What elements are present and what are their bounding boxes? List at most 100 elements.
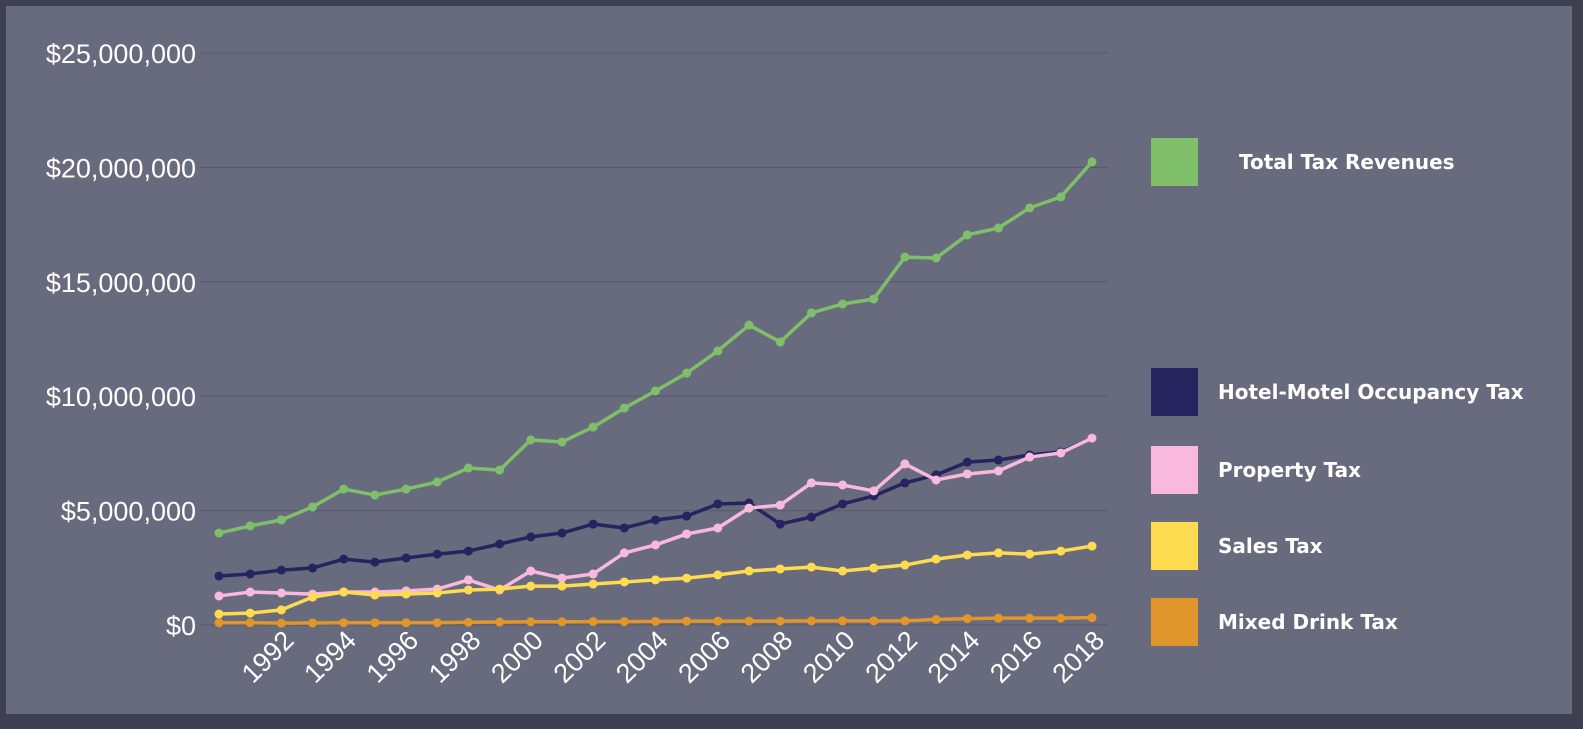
data-point <box>339 484 349 494</box>
data-point <box>713 523 723 533</box>
data-point <box>463 546 473 556</box>
data-point <box>526 566 536 576</box>
data-point <box>900 560 910 570</box>
data-point <box>245 569 255 579</box>
data-point <box>806 616 816 626</box>
data-point <box>900 616 910 626</box>
data-point <box>682 616 692 626</box>
data-point <box>806 562 816 572</box>
data-point <box>214 571 224 581</box>
data-point <box>619 403 629 413</box>
data-point <box>588 617 598 627</box>
data-point <box>931 475 941 485</box>
y-tick-label: $15,000,000 <box>46 268 196 298</box>
data-point <box>682 511 692 521</box>
data-point <box>526 581 536 591</box>
data-point <box>339 587 349 597</box>
data-point <box>588 569 598 579</box>
data-point <box>1056 546 1066 556</box>
data-point <box>744 566 754 576</box>
legend-label: Hotel-Motel Occupancy Tax <box>1218 380 1524 404</box>
data-point <box>308 618 318 628</box>
data-point <box>495 539 505 549</box>
data-point <box>619 617 629 627</box>
data-point <box>526 617 536 627</box>
data-point <box>1025 452 1035 462</box>
data-point <box>775 519 785 529</box>
data-point <box>775 564 785 574</box>
data-point <box>401 618 411 628</box>
data-point <box>744 503 754 513</box>
data-point <box>744 320 754 330</box>
data-point <box>339 618 349 628</box>
legend-swatch <box>1151 598 1198 646</box>
data-point <box>619 577 629 587</box>
legend-swatch <box>1151 522 1198 570</box>
data-point <box>276 588 286 598</box>
data-point <box>682 368 692 378</box>
data-point <box>931 554 941 564</box>
data-point <box>214 609 224 619</box>
data-point <box>1056 613 1066 623</box>
data-point <box>432 477 442 487</box>
y-tick-label: $10,000,000 <box>46 382 196 412</box>
data-point <box>651 616 660 626</box>
data-point <box>370 557 380 567</box>
data-point <box>526 532 536 542</box>
data-point <box>276 618 286 628</box>
data-point <box>557 573 567 583</box>
data-point <box>993 455 1003 465</box>
data-point <box>401 484 411 494</box>
data-point <box>806 512 816 522</box>
data-point <box>495 465 505 475</box>
data-point <box>557 617 567 627</box>
data-point <box>900 459 910 469</box>
data-point <box>993 466 1003 476</box>
legend-label: Mixed Drink Tax <box>1218 610 1398 634</box>
data-point <box>1025 203 1035 213</box>
legend-label: Total Tax Revenues <box>1239 150 1455 174</box>
data-point <box>245 608 255 618</box>
y-tick-label: $0 <box>166 611 196 641</box>
data-point <box>276 605 286 615</box>
data-point <box>1056 192 1066 202</box>
data-point <box>432 588 442 598</box>
data-point <box>557 581 567 591</box>
data-point <box>993 548 1003 558</box>
data-point <box>557 528 567 538</box>
data-point <box>962 469 972 479</box>
data-point <box>775 337 785 347</box>
data-point <box>401 553 411 563</box>
legend-swatch <box>1151 138 1198 186</box>
data-point <box>775 616 785 626</box>
data-point <box>838 566 848 576</box>
y-tick-label: $20,000,000 <box>46 153 196 183</box>
data-point <box>619 548 629 558</box>
data-point <box>713 570 723 580</box>
data-point <box>806 308 816 318</box>
data-point <box>993 223 1003 233</box>
data-point <box>713 499 723 509</box>
data-point <box>775 500 785 510</box>
data-point <box>370 490 380 500</box>
legend-swatch <box>1151 446 1198 494</box>
data-point <box>900 478 910 488</box>
data-point <box>370 618 380 628</box>
data-point <box>432 549 442 559</box>
data-point <box>401 589 411 599</box>
data-point <box>588 579 598 589</box>
y-tick-label: $25,000,000 <box>46 39 196 69</box>
data-point <box>931 253 941 263</box>
data-point <box>869 486 879 496</box>
data-point <box>869 616 879 626</box>
data-point <box>308 502 318 512</box>
data-point <box>806 478 816 488</box>
data-point <box>869 563 879 573</box>
data-point <box>900 252 910 262</box>
data-point <box>463 585 473 595</box>
data-point <box>588 422 598 432</box>
data-point <box>869 294 879 304</box>
data-point <box>214 618 224 628</box>
data-point <box>245 618 255 628</box>
